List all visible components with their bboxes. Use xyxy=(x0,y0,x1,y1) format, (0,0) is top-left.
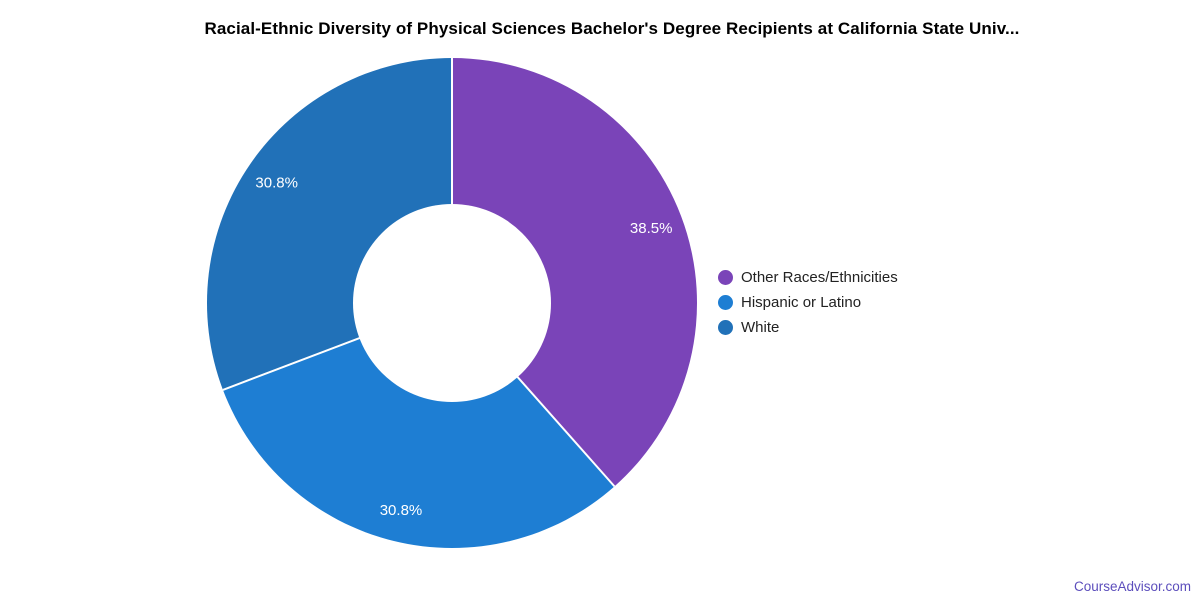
slice-label-0: 38.5% xyxy=(630,220,673,237)
legend: Other Races/Ethnicities Hispanic or Latin… xyxy=(718,265,898,340)
legend-item-0[interactable]: Other Races/Ethnicities xyxy=(718,265,898,290)
legend-label-2: White xyxy=(741,319,780,336)
legend-swatch-icon xyxy=(718,320,733,335)
chart-title: Racial-Ethnic Diversity of Physical Scie… xyxy=(204,19,1020,38)
courseadvisor-link[interactable]: CourseAdvisor.com xyxy=(1073,579,1191,594)
legend-swatch-icon xyxy=(718,295,733,310)
legend-label-1: Hispanic or Latino xyxy=(741,294,862,311)
donut-hole xyxy=(353,204,551,402)
pie-slice-0[interactable] xyxy=(452,58,698,487)
slice-label-1: 30.8% xyxy=(380,502,423,519)
legend-label-0: Other Races/Ethnicities xyxy=(741,269,898,286)
pie-slice-1[interactable] xyxy=(222,303,615,549)
legend-item-1[interactable]: Hispanic or Latino xyxy=(718,290,898,315)
legend-swatch-icon xyxy=(718,270,733,285)
legend-item-2[interactable]: White xyxy=(718,315,898,340)
slice-label-2: 30.8% xyxy=(255,174,298,191)
